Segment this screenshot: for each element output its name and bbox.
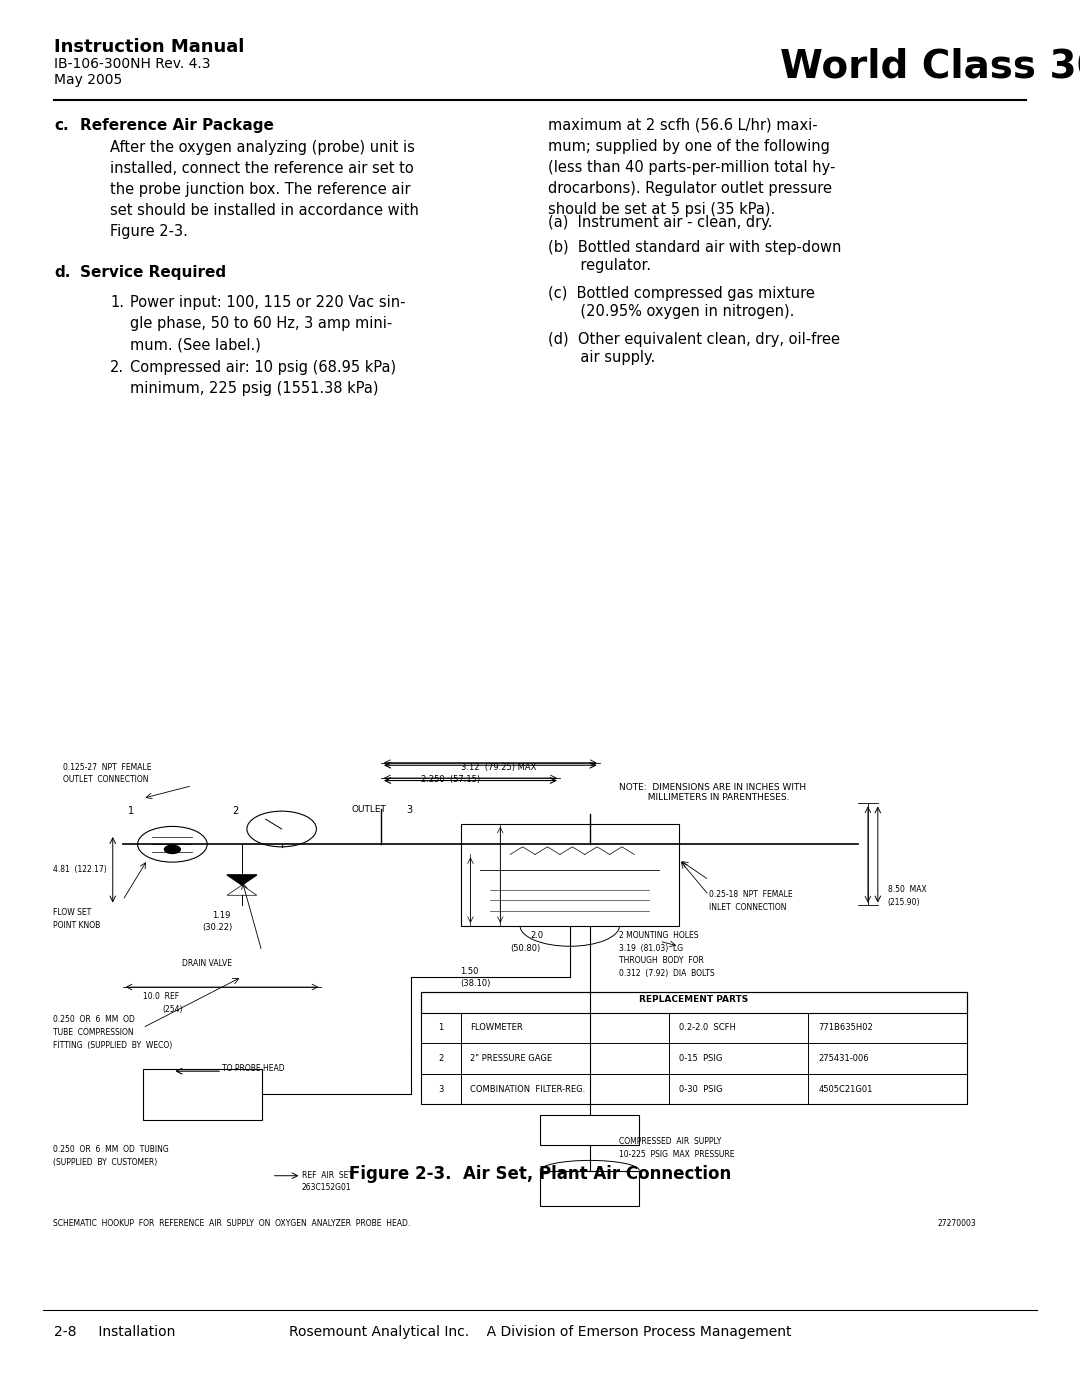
Text: 2" PRESSURE GAGE: 2" PRESSURE GAGE — [471, 1053, 553, 1063]
Text: Figure 2-3.  Air Set, Plant Air Connection: Figure 2-3. Air Set, Plant Air Connectio… — [349, 1165, 731, 1183]
Text: Instruction Manual: Instruction Manual — [54, 38, 244, 56]
Text: 0.250  OR  6  MM  OD: 0.250 OR 6 MM OD — [53, 1016, 135, 1024]
Text: 275431-006: 275431-006 — [819, 1053, 868, 1063]
Text: Service Required: Service Required — [80, 265, 226, 279]
Text: TUBE  COMPRESSION: TUBE COMPRESSION — [53, 1028, 134, 1037]
Text: TO PROBE HEAD: TO PROBE HEAD — [222, 1063, 285, 1073]
Text: OUTLET: OUTLET — [351, 805, 386, 814]
Text: 1.19: 1.19 — [212, 911, 230, 919]
Text: REF  AIR  SET: REF AIR SET — [301, 1171, 352, 1179]
Text: 0-30  PSIG: 0-30 PSIG — [679, 1084, 723, 1094]
Text: World Class 3000: World Class 3000 — [780, 47, 1080, 87]
Bar — [421, 992, 968, 1105]
Text: (50.80): (50.80) — [510, 944, 540, 953]
Text: (a)  Instrument air - clean, dry.: (a) Instrument air - clean, dry. — [548, 215, 772, 231]
Text: INLET  CONNECTION: INLET CONNECTION — [708, 902, 786, 912]
Text: 3: 3 — [406, 805, 411, 814]
Text: 0.312  (7.92)  DIA  BOLTS: 0.312 (7.92) DIA BOLTS — [620, 970, 715, 978]
Circle shape — [164, 845, 180, 854]
Text: maximum at 2 scfh (56.6 L/hr) maxi-
mum; supplied by one of the following
(less : maximum at 2 scfh (56.6 L/hr) maxi- mum;… — [548, 117, 835, 217]
Bar — [460, 824, 679, 926]
Text: Rosemount Analytical Inc.    A Division of Emerson Process Management: Rosemount Analytical Inc. A Division of … — [288, 1324, 792, 1338]
Text: COMPRESSED  AIR  SUPPLY: COMPRESSED AIR SUPPLY — [620, 1137, 721, 1147]
Text: 0.125-27  NPT  FEMALE: 0.125-27 NPT FEMALE — [63, 763, 151, 771]
Text: (d)  Other equivalent clean, dry, oil-free: (d) Other equivalent clean, dry, oil-fre… — [548, 332, 840, 346]
Text: (215.90): (215.90) — [888, 898, 920, 907]
Text: 1.50: 1.50 — [460, 967, 478, 975]
Text: REPLACEMENT PARTS: REPLACEMENT PARTS — [639, 995, 748, 1004]
Text: 1: 1 — [127, 806, 134, 816]
Text: 10.0  REF: 10.0 REF — [143, 992, 178, 1002]
Text: (b)  Bottled standard air with step-down: (b) Bottled standard air with step-down — [548, 240, 841, 256]
Text: d.: d. — [54, 265, 70, 279]
Text: 0.250  OR  6  MM  OD  TUBING: 0.250 OR 6 MM OD TUBING — [53, 1146, 168, 1154]
Text: (30.22): (30.22) — [202, 923, 232, 932]
Bar — [143, 1069, 261, 1119]
Polygon shape — [227, 886, 257, 895]
Text: 0.25-18  NPT  FEMALE: 0.25-18 NPT FEMALE — [708, 890, 793, 900]
Text: c.: c. — [54, 117, 69, 133]
Text: Power input: 100, 115 or 220 Vac sin-
gle phase, 50 to 60 Hz, 3 amp mini-
mum. (: Power input: 100, 115 or 220 Vac sin- gl… — [130, 295, 405, 352]
Text: 771B635H02: 771B635H02 — [819, 1024, 873, 1032]
Text: (20.95% oxygen in nitrogen).: (20.95% oxygen in nitrogen). — [548, 305, 795, 319]
Text: 3.19  (81.03)  LG: 3.19 (81.03) LG — [620, 944, 684, 953]
Text: 263C152G01: 263C152G01 — [301, 1183, 351, 1193]
Text: 2 MOUNTING  HOLES: 2 MOUNTING HOLES — [620, 930, 699, 940]
Text: May 2005: May 2005 — [54, 73, 122, 87]
Text: After the oxygen analyzing (probe) unit is
installed, connect the reference air : After the oxygen analyzing (probe) unit … — [110, 140, 419, 239]
Text: OUTLET  CONNECTION: OUTLET CONNECTION — [63, 775, 149, 785]
Text: (254): (254) — [162, 1004, 183, 1014]
Text: NOTE:  DIMENSIONS ARE IN INCHES WITH
          MILLIMETERS IN PARENTHESES.: NOTE: DIMENSIONS ARE IN INCHES WITH MILL… — [620, 784, 807, 802]
Text: IB-106-300NH Rev. 4.3: IB-106-300NH Rev. 4.3 — [54, 57, 211, 71]
Text: (38.10): (38.10) — [460, 979, 491, 989]
Text: 2: 2 — [232, 806, 239, 816]
Bar — [540, 1171, 639, 1207]
Bar — [540, 1115, 639, 1146]
Text: SCHEMATIC  HOOKUP  FOR  REFERENCE  AIR  SUPPLY  ON  OXYGEN  ANALYZER  PROBE  HEA: SCHEMATIC HOOKUP FOR REFERENCE AIR SUPPL… — [53, 1220, 410, 1228]
Text: regulator.: regulator. — [548, 258, 651, 272]
Text: POINT KNOB: POINT KNOB — [53, 921, 100, 930]
Text: 27270003: 27270003 — [937, 1220, 976, 1228]
Text: Compressed air: 10 psig (68.95 kPa)
minimum, 225 psig (1551.38 kPa): Compressed air: 10 psig (68.95 kPa) mini… — [130, 360, 396, 395]
Text: 2-8     Installation: 2-8 Installation — [54, 1324, 175, 1338]
Text: 0-15  PSIG: 0-15 PSIG — [679, 1053, 723, 1063]
Text: 2.250  (57.15): 2.250 (57.15) — [421, 775, 480, 785]
Text: (SUPPLIED  BY  CUSTOMER): (SUPPLIED BY CUSTOMER) — [53, 1158, 158, 1166]
Text: DRAIN VALVE: DRAIN VALVE — [183, 958, 232, 968]
Text: 0.2-2.0  SCFH: 0.2-2.0 SCFH — [679, 1024, 735, 1032]
Text: 3.12  (79.25) MAX: 3.12 (79.25) MAX — [460, 763, 536, 771]
Text: Reference Air Package: Reference Air Package — [80, 117, 274, 133]
Text: 4.81  (122.17): 4.81 (122.17) — [53, 865, 107, 875]
Text: (c)  Bottled compressed gas mixture: (c) Bottled compressed gas mixture — [548, 286, 815, 300]
Text: 8.50  MAX: 8.50 MAX — [888, 886, 927, 894]
Text: FLOW SET: FLOW SET — [53, 908, 92, 916]
Text: 2.0: 2.0 — [530, 930, 543, 940]
Text: 2.: 2. — [110, 360, 124, 374]
Text: FITTING  (SUPPLIED  BY  WECO): FITTING (SUPPLIED BY WECO) — [53, 1041, 173, 1049]
Polygon shape — [227, 875, 257, 886]
Text: 4505C21G01: 4505C21G01 — [819, 1084, 873, 1094]
Text: 1.: 1. — [110, 295, 124, 310]
Text: 1: 1 — [438, 1024, 443, 1032]
Text: 3: 3 — [438, 1084, 443, 1094]
Bar — [421, 992, 968, 1013]
Text: air supply.: air supply. — [548, 351, 656, 365]
Text: FLOWMETER: FLOWMETER — [471, 1024, 523, 1032]
Text: 2: 2 — [438, 1053, 443, 1063]
Text: COMBINATION  FILTER-REG.: COMBINATION FILTER-REG. — [471, 1084, 585, 1094]
Text: THROUGH  BODY  FOR: THROUGH BODY FOR — [620, 957, 704, 965]
Text: 10-225  PSIG  MAX  PRESSURE: 10-225 PSIG MAX PRESSURE — [620, 1150, 735, 1160]
